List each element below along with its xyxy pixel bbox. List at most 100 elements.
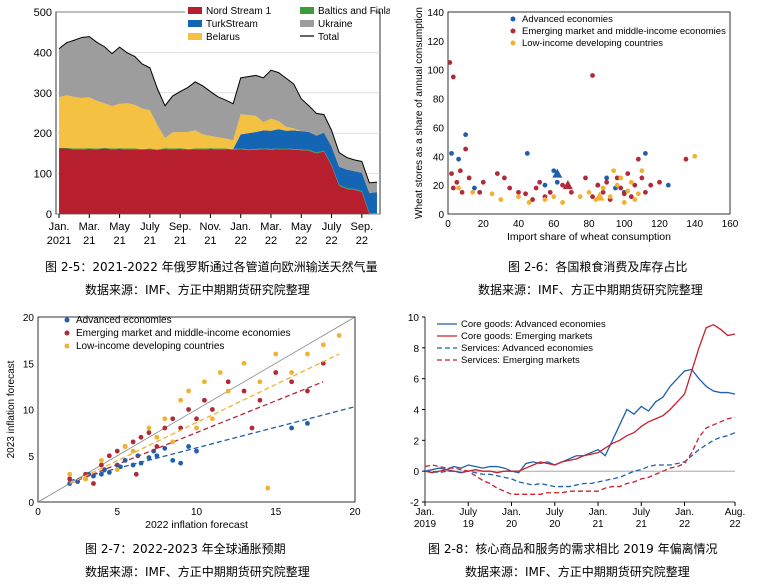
data-point	[186, 444, 191, 449]
legend-label: Ukraine	[318, 19, 353, 30]
y-tick-label: 8	[413, 344, 419, 355]
legend-label: Core goods: Advanced economies	[461, 319, 606, 330]
legend-label: TurkStream	[206, 19, 258, 30]
data-point	[450, 185, 456, 191]
x-tick-label: July	[546, 507, 564, 518]
data-point	[67, 476, 73, 482]
legend-label: Low-income developing countries	[522, 38, 663, 49]
legend-swatch	[300, 7, 314, 14]
x-tick-label: 21	[113, 235, 125, 247]
data-point	[146, 425, 152, 431]
data-point	[289, 370, 294, 375]
x-tick-label: 21	[592, 519, 604, 530]
data-point	[99, 462, 104, 468]
area-belarus	[59, 95, 377, 193]
source-fig5: 数据来源：IMF、方正中期期货研究院整理	[85, 283, 310, 297]
data-point	[643, 151, 648, 156]
x-tick-label: 20	[349, 507, 361, 518]
legend-label: Emerging market and middle-income econom…	[522, 26, 726, 37]
y-tick-label: 10	[23, 406, 35, 417]
x-tick-label: Aug.	[725, 507, 746, 518]
data-point	[449, 151, 454, 156]
data-point	[618, 175, 624, 181]
series-line	[424, 368, 736, 474]
x-tick-label: May	[291, 221, 312, 233]
series-line	[424, 416, 736, 495]
data-point	[162, 425, 168, 431]
x-tick-label: 0	[35, 507, 41, 518]
y-tick-label: 400	[34, 47, 52, 59]
x-tick-label: May	[109, 221, 130, 233]
data-point	[657, 179, 662, 185]
data-point	[336, 333, 342, 338]
x-tick-label: 22	[325, 235, 337, 247]
y-tick-label: -2	[410, 498, 419, 509]
data-point	[523, 191, 528, 197]
data-point	[217, 370, 223, 375]
data-point	[178, 460, 184, 466]
x-tick-label: Mar.	[260, 221, 281, 233]
data-point	[618, 185, 624, 191]
data-point	[305, 351, 310, 357]
area-ukraine	[59, 36, 377, 193]
data-point	[67, 471, 73, 477]
x-tick-label: 20	[506, 519, 518, 530]
x-tick-label: 15	[270, 507, 282, 518]
data-point	[241, 360, 247, 366]
data-point	[489, 191, 495, 197]
data-point	[130, 439, 136, 445]
y-tick-label: 300	[34, 88, 52, 100]
diagonal-line	[37, 316, 356, 503]
data-point	[114, 467, 120, 473]
data-point	[560, 200, 565, 205]
data-point	[186, 407, 191, 412]
data-point	[450, 74, 456, 80]
x-axis-label: Import share of wheat consumption	[507, 231, 671, 243]
y-tick-label: 100	[34, 169, 52, 181]
y-tick-label: 10	[408, 313, 420, 324]
group-average-marker	[594, 191, 605, 201]
x-tick-label: Jan.	[49, 221, 70, 233]
data-point	[577, 194, 583, 200]
legend-label: Nord Stream 1	[206, 6, 271, 17]
y-tick-label: 120	[427, 37, 444, 48]
data-point	[628, 194, 634, 200]
data-point	[138, 460, 144, 466]
y-tick-label: 0	[413, 467, 419, 478]
data-point	[454, 179, 460, 185]
data-point	[507, 185, 513, 191]
x-tick-label: 21	[204, 235, 216, 247]
data-point	[133, 471, 139, 477]
x-tick-label: 120	[651, 219, 668, 230]
x-tick-label: 22	[295, 235, 307, 247]
data-point	[537, 179, 543, 185]
data-point	[625, 171, 631, 177]
x-tick-label: 22	[235, 235, 247, 247]
legend-label: Belarus	[206, 32, 240, 43]
data-point	[583, 175, 588, 181]
data-point	[480, 179, 486, 185]
data-point	[305, 388, 310, 394]
x-tick-label: July	[140, 221, 160, 233]
data-point	[449, 171, 454, 177]
data-point	[516, 189, 521, 195]
data-point	[595, 182, 601, 188]
x-tick-label: July	[322, 221, 342, 233]
data-point	[632, 197, 638, 202]
data-point	[99, 471, 104, 477]
y-tick-label: 4	[413, 406, 419, 417]
x-tick-label: Jan.	[416, 507, 435, 518]
data-point	[635, 156, 641, 162]
y-tick-label: 6	[413, 375, 419, 386]
data-point	[590, 73, 595, 78]
y-tick-label: 40	[433, 152, 445, 163]
caption-fig8: 图 2-8：核心商品和服务的需求相比 2019 年偏离情况	[428, 542, 718, 556]
legend-label: Services: Emerging markets	[461, 355, 580, 366]
y-tick-label: 0	[438, 210, 444, 221]
data-point	[209, 407, 215, 412]
data-point	[241, 388, 247, 394]
legend-marker	[64, 343, 70, 349]
x-tick-label: 20	[549, 519, 561, 530]
data-point	[83, 476, 88, 482]
data-point	[542, 197, 548, 202]
